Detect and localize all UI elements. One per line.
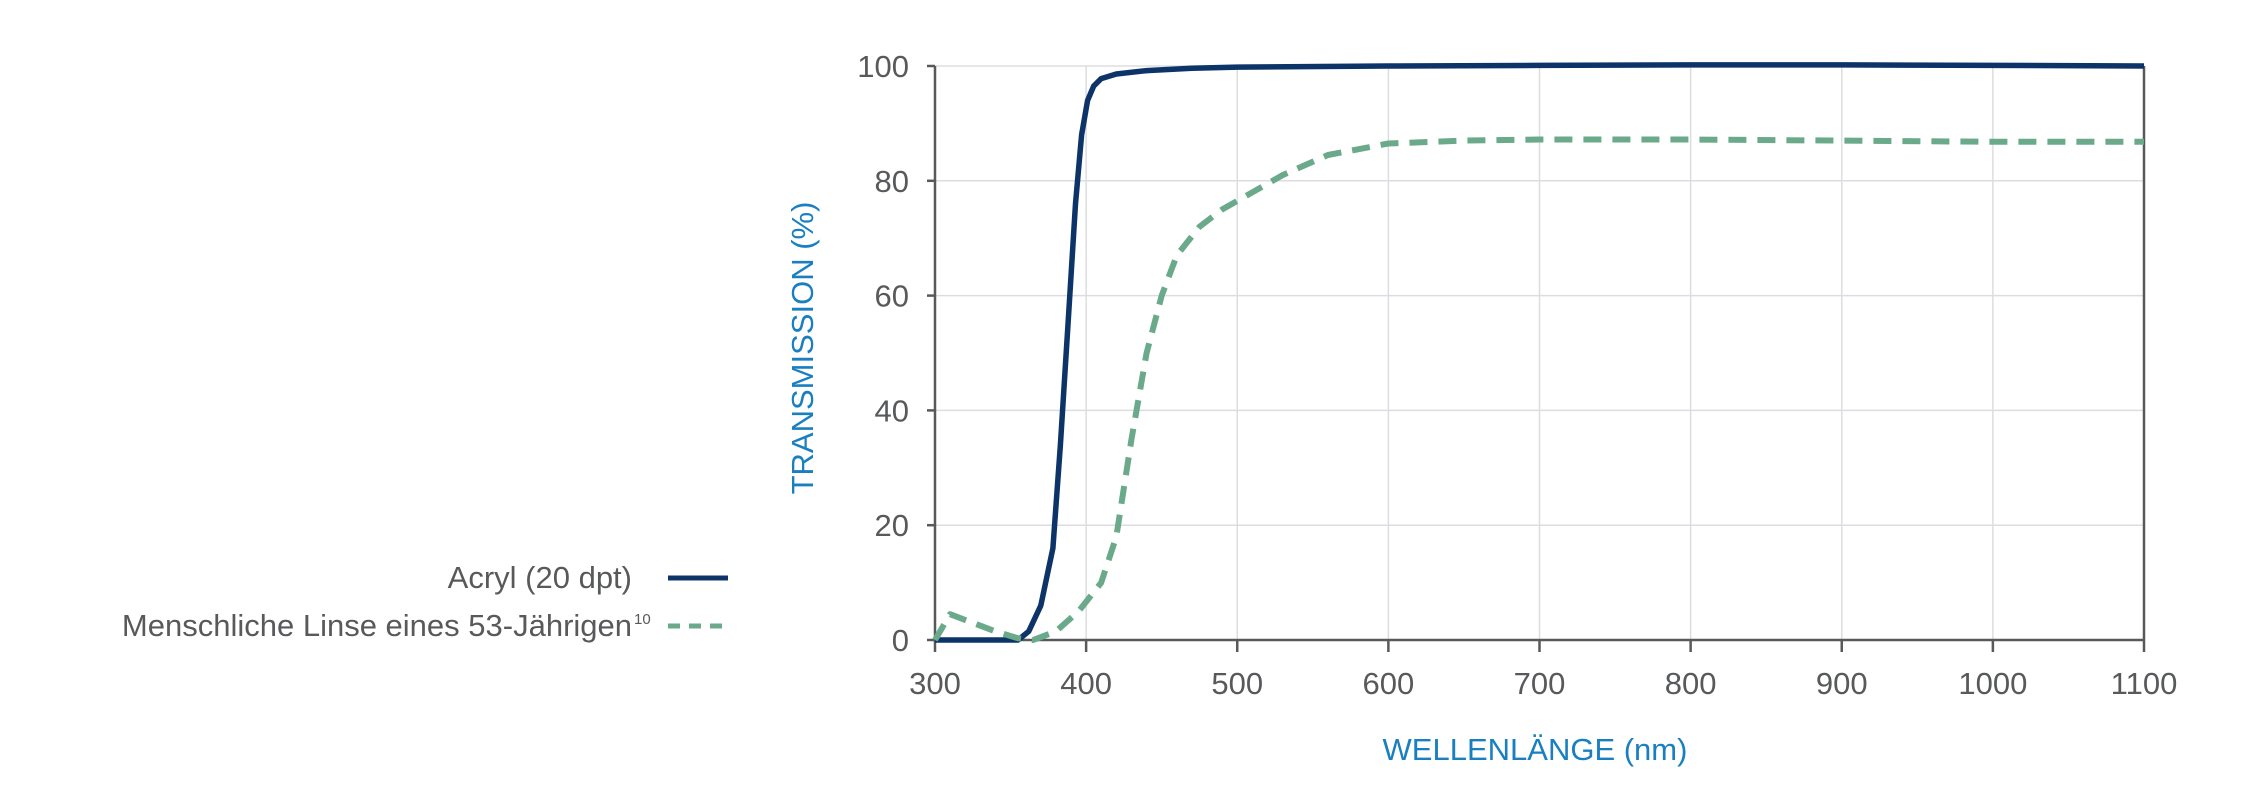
y-axis-title: TRANSMISSION (%) bbox=[785, 202, 820, 495]
x-tick-label: 600 bbox=[1363, 666, 1415, 701]
human-lens-series-line bbox=[932, 136, 2144, 643]
y-tick-label: 60 bbox=[875, 279, 909, 314]
grid-lines bbox=[935, 65, 2144, 640]
x-axis-title: WELLENLÄNGE (nm) bbox=[1383, 732, 1688, 767]
tick-labels: 300 400 500 600 700 800 900 1000 1100 0 20 40 60 80 10… bbox=[857, 49, 2177, 701]
y-tick-label: 80 bbox=[875, 164, 909, 199]
x-tick-label: 1100 bbox=[2111, 666, 2178, 701]
x-tick-label: 300 bbox=[909, 666, 961, 701]
legend-label-acryl: Acryl (20 dpt) bbox=[448, 560, 632, 595]
x-tick-label: 400 bbox=[1060, 666, 1112, 701]
x-tick-label: 500 bbox=[1211, 666, 1263, 701]
y-tick-label: 100 bbox=[857, 49, 909, 84]
legend: Acryl (20 dpt) Menschliche Linse eines 53… bbox=[122, 560, 728, 643]
y-tick-label: 40 bbox=[875, 393, 909, 428]
y-tick-label: 0 bbox=[892, 623, 909, 658]
acryl-series-line bbox=[935, 62, 2145, 643]
axes bbox=[927, 64, 2146, 652]
x-tick-label: 1000 bbox=[1958, 666, 2027, 701]
legend-superscript: 10 bbox=[634, 611, 651, 628]
y-tick-label: 20 bbox=[875, 508, 909, 543]
x-tick-label: 800 bbox=[1665, 666, 1717, 701]
legend-label-human-lens: Menschliche Linse eines 53-Jährigen bbox=[122, 608, 632, 643]
x-tick-label: 700 bbox=[1514, 666, 1566, 701]
series-lines bbox=[932, 62, 2145, 643]
x-tick-label: 900 bbox=[1816, 666, 1868, 701]
